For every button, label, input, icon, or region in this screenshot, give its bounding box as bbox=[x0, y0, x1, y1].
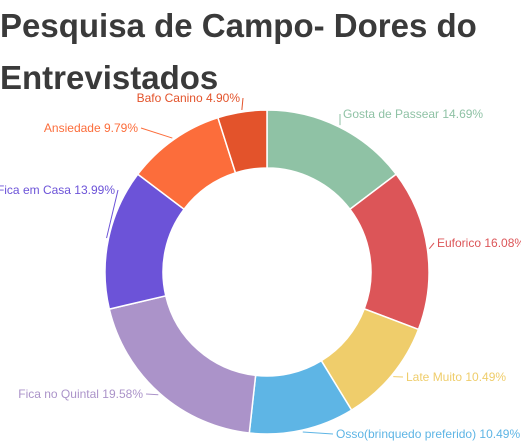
slice-fica-no-quintal[interactable] bbox=[108, 294, 257, 434]
leader-line-fica-em-casa bbox=[106, 189, 119, 239]
data-label-fica-no-quintal: Fica no Quintal 19.58% bbox=[18, 387, 143, 401]
data-label-fica-em-casa: Fica em Casa 13.99% bbox=[0, 183, 115, 197]
leader-line-ansiedade bbox=[140, 127, 173, 139]
data-label-late-muito: Late Muito 10.49% bbox=[406, 370, 506, 384]
leader-line-fica-no-quintal bbox=[145, 393, 159, 396]
slice-bafo-canino[interactable] bbox=[216, 109, 268, 174]
data-label-gosta-de-passear: Gosta de Passear 14.69% bbox=[343, 107, 483, 121]
leader-line-euforico bbox=[428, 242, 435, 249]
chart-title: Pesquisa de Campo- Dores do Entrevistado… bbox=[0, 0, 521, 104]
data-label-euforico: Euforico 16.08% bbox=[437, 236, 521, 250]
leader-line-bafo-canino bbox=[241, 97, 244, 110]
chart-title-line-2: Entrevistados bbox=[0, 59, 219, 96]
data-label-osso-brinquedo-preferido: Osso(brinquedo preferido) 10.49% bbox=[336, 427, 520, 441]
data-label-bafo-canino: Bafo Canino 4.90% bbox=[137, 91, 241, 105]
chart-title-line-1: Pesquisa de Campo- Dores do bbox=[0, 7, 477, 44]
leader-line-osso-brinquedo-preferido bbox=[302, 431, 334, 435]
data-label-ansiedade: Ansiedade 9.79% bbox=[44, 121, 138, 135]
